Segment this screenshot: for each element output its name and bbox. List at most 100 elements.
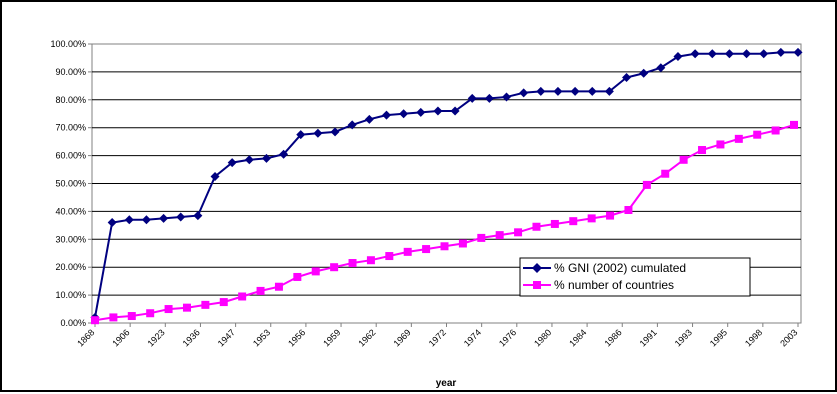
x-tick-label: 1947: [216, 327, 237, 348]
x-tick-label: 1993: [673, 327, 694, 348]
data-point-gni: [793, 47, 803, 57]
data-point-countries: [256, 286, 265, 295]
legend: % GNI (2002) cumulated % number of count…: [519, 257, 751, 297]
x-tick-label: 1953: [251, 327, 272, 348]
data-point-countries: [201, 300, 210, 309]
data-point-gni: [673, 52, 683, 62]
data-point-countries: [146, 309, 155, 318]
data-point-countries: [91, 316, 99, 325]
x-tick-label: 1995: [708, 327, 729, 348]
data-point-gni: [622, 72, 632, 82]
data-point-countries: [753, 130, 762, 139]
y-tick-label: 90.00%: [55, 67, 86, 77]
x-tick-label: 1868: [75, 327, 96, 348]
series-layer: [90, 47, 803, 325]
data-point-countries: [385, 252, 394, 261]
x-tick-label: 1998: [743, 327, 764, 348]
data-point-countries: [293, 272, 302, 281]
data-point-gni: [381, 110, 391, 120]
data-point-countries: [458, 239, 467, 248]
data-point-gni: [107, 218, 117, 228]
x-tick-label: 1976: [497, 327, 518, 348]
data-point-gni: [553, 86, 563, 96]
y-tick-label: 20.00%: [55, 262, 86, 272]
data-point-countries: [679, 155, 688, 164]
data-point-gni: [587, 86, 597, 96]
y-tick-label: 30.00%: [55, 234, 86, 244]
data-point-gni: [124, 215, 134, 225]
data-point-gni: [244, 155, 254, 165]
x-tick-label: 1969: [392, 327, 413, 348]
data-point-countries: [642, 180, 651, 189]
data-point-countries: [127, 312, 136, 321]
data-point-countries: [403, 247, 412, 256]
data-point-countries: [716, 140, 725, 149]
data-point-countries: [698, 146, 707, 155]
data-point-gni: [210, 172, 220, 182]
data-point-countries: [734, 134, 743, 143]
data-point-gni: [759, 49, 769, 59]
data-point-countries: [550, 219, 559, 228]
data-point-gni: [484, 93, 494, 103]
legend-label-gni: % GNI (2002) cumulated: [554, 261, 686, 275]
x-tick-label: 1991: [638, 327, 659, 348]
y-tick-label: 10.00%: [55, 290, 86, 300]
data-point-countries: [164, 305, 173, 314]
data-point-countries: [330, 263, 339, 272]
data-point-countries: [422, 245, 431, 254]
data-point-gni: [193, 211, 203, 221]
data-point-countries: [532, 222, 541, 231]
x-tick-label: 1980: [532, 327, 553, 348]
data-point-countries: [587, 214, 596, 223]
data-point-gni: [261, 153, 271, 163]
data-point-gni: [450, 106, 460, 116]
legend-marker-countries: [533, 281, 541, 289]
data-point-countries: [238, 292, 247, 301]
x-tick-label: 1984: [567, 327, 588, 348]
data-point-gni: [347, 120, 357, 130]
data-point-countries: [661, 169, 670, 178]
data-point-countries: [109, 313, 118, 322]
data-point-gni: [364, 114, 374, 124]
x-tick-label: 1959: [321, 327, 342, 348]
data-point-gni: [707, 49, 717, 59]
data-point-gni: [776, 47, 786, 57]
data-point-countries: [495, 231, 504, 240]
y-tick-label: 80.00%: [55, 95, 86, 105]
x-tick-label: 1923: [145, 327, 166, 348]
y-tick-label: 60.00%: [55, 151, 86, 161]
y-tick-label: 70.00%: [55, 123, 86, 133]
data-point-gni: [416, 107, 426, 117]
data-point-gni: [279, 149, 289, 159]
x-tick-label: 1986: [602, 327, 623, 348]
y-tick-label: 0.00%: [60, 318, 86, 328]
data-point-countries: [348, 259, 357, 268]
y-tick-label: 100.00%: [50, 39, 86, 49]
data-point-gni: [536, 86, 546, 96]
data-point-gni: [742, 49, 752, 59]
data-point-gni: [690, 49, 700, 59]
y-tick-label: 40.00%: [55, 206, 86, 216]
data-point-gni: [227, 158, 237, 168]
data-point-gni: [639, 68, 649, 78]
data-point-countries: [219, 298, 228, 307]
data-point-countries: [182, 303, 191, 312]
legend-label-countries: % number of countries: [554, 278, 674, 292]
legend-box: [519, 257, 751, 297]
data-point-countries: [606, 211, 615, 220]
data-point-countries: [274, 282, 283, 291]
data-point-gni: [159, 213, 169, 223]
x-tick-label: 1906: [110, 327, 131, 348]
data-point-countries: [311, 267, 320, 276]
data-point-countries: [624, 206, 633, 215]
data-point-countries: [440, 242, 449, 251]
data-point-countries: [514, 228, 523, 237]
data-point-gni: [296, 130, 306, 140]
legend-marker-gni: [532, 263, 542, 273]
data-point-gni: [519, 88, 529, 98]
data-point-countries: [569, 217, 578, 226]
data-point-countries: [771, 126, 780, 135]
x-tick-label: 1962: [356, 327, 377, 348]
